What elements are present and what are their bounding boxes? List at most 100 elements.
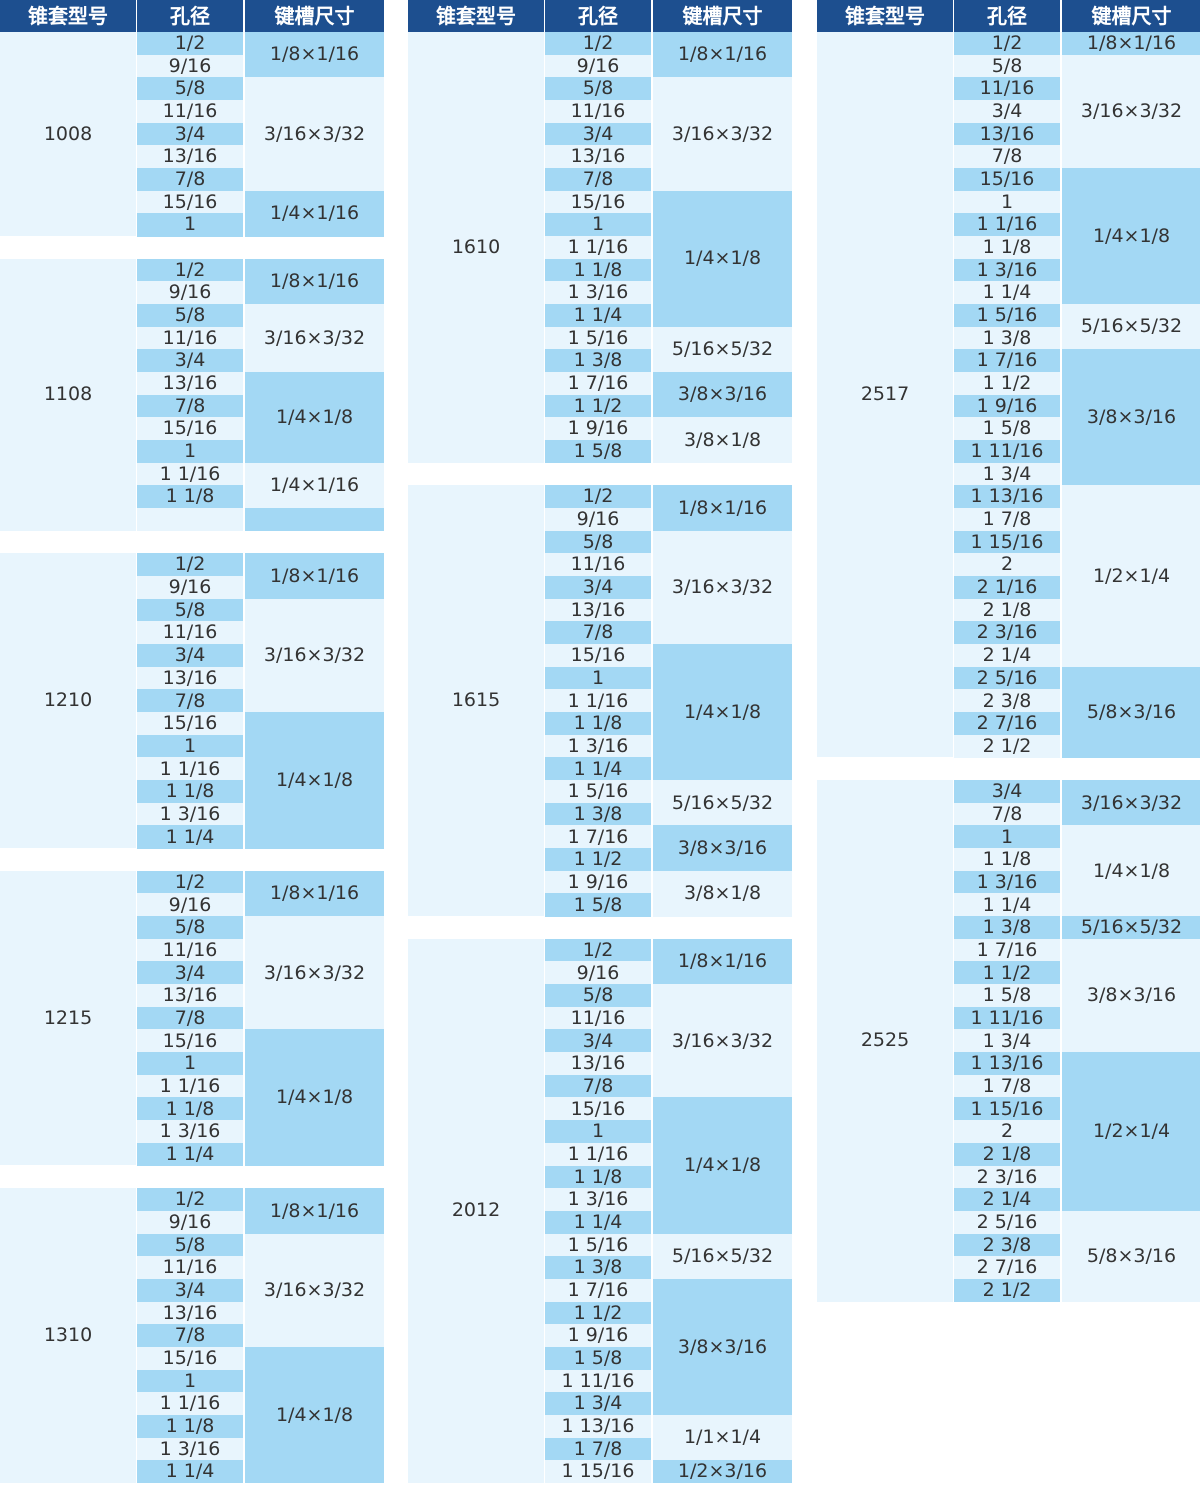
- bushing-model: 1108: [0, 258, 136, 531]
- bore-size: 5/8: [137, 1233, 243, 1257]
- keyway-size: 1/8×1/16: [245, 258, 384, 305]
- keyway-size: 1/4×1/8: [1062, 168, 1200, 305]
- bore-size: 9/16: [137, 54, 243, 78]
- bushing-model: 1210: [0, 553, 136, 849]
- bore-size: 3/4: [137, 1278, 243, 1302]
- bore-size: 13/16: [545, 145, 651, 169]
- bore-size: 1 3/16: [545, 1188, 651, 1212]
- bore-size: 1 13/16: [954, 1052, 1060, 1076]
- keyway-size: 3/8×3/16: [1062, 938, 1200, 1053]
- bore-size: 1 1/16: [137, 757, 243, 781]
- header-model: 锥套型号: [817, 0, 953, 32]
- bore-size: 1 1/4: [545, 1210, 651, 1234]
- bore-size: 1 5/8: [545, 893, 651, 917]
- bore-size: 1 3/4: [954, 1029, 1060, 1053]
- bore-size: 1: [137, 1052, 243, 1076]
- keyway-size: 1/8×1/16: [245, 1188, 384, 1234]
- bore-size: 1 9/16: [545, 417, 651, 441]
- bore-size: 1: [545, 213, 651, 237]
- bore-size: 1 1/8: [954, 848, 1060, 872]
- keyway-size: 1/8×1/16: [1062, 32, 1200, 56]
- bore-size: 1 3/16: [137, 1437, 243, 1461]
- bore-size: 2 5/16: [954, 1210, 1060, 1234]
- header-model: 锥套型号: [408, 0, 544, 32]
- bore-size: 13/16: [545, 598, 651, 622]
- bore-size: 2 3/16: [954, 1165, 1060, 1189]
- bore-size: 1 9/16: [545, 1324, 651, 1348]
- bore-size: 1 1/4: [954, 893, 1060, 917]
- bore-size: 1: [137, 213, 243, 237]
- bore-size: 5/8: [137, 77, 243, 101]
- bore-size: 1 13/16: [545, 1414, 651, 1439]
- keyway-size: 5/16×5/32: [653, 1233, 792, 1280]
- bore-size: 3/4: [954, 780, 1060, 804]
- keyway-size: 5/8×3/16: [1062, 1210, 1200, 1302]
- bore-size: 1 1/16: [137, 1392, 243, 1416]
- bore-size: 2 3/8: [954, 689, 1060, 713]
- bushing-model: 1310: [0, 1188, 136, 1483]
- bore-size: 1 1/4: [545, 757, 651, 781]
- bore-size: 1 7/16: [954, 938, 1060, 962]
- bore-size: 1 1/16: [137, 1074, 243, 1098]
- bore-size: 1 5/16: [954, 304, 1060, 328]
- keyway-size: 1/4×1/8: [245, 1346, 384, 1484]
- bore-size: 1 1/16: [954, 213, 1060, 237]
- keyway-size: 3/8×3/16: [1062, 349, 1200, 486]
- bore-size: 9/16: [137, 576, 243, 600]
- bore-size: 5/8: [545, 77, 651, 101]
- bore-size: 3/4: [545, 122, 651, 146]
- bore-size: 1 13/16: [954, 485, 1060, 509]
- bore-size: 13/16: [137, 372, 243, 396]
- bore-size: 5/8: [545, 984, 651, 1008]
- bore-size: 15/16: [545, 1097, 651, 1121]
- bore-size: 1 3/8: [545, 1256, 651, 1280]
- bore-size: 2 5/16: [954, 666, 1060, 690]
- bore-size: 1 1/2: [545, 1301, 651, 1325]
- bore-size: 1 3/4: [954, 462, 1060, 486]
- bore-size: 15/16: [954, 168, 1060, 192]
- keyway-size: 1/4×1/8: [653, 190, 792, 328]
- bore-size: 1 9/16: [545, 870, 651, 894]
- bushing-model: 1008: [0, 32, 136, 237]
- keyway-size: 1/4×1/8: [245, 1029, 384, 1166]
- bore-size: 2 1/2: [954, 1278, 1060, 1302]
- bore-size: 7/8: [137, 689, 243, 713]
- bore-size: 1 3/8: [954, 916, 1060, 940]
- keyway-size: 5/16×5/32: [653, 326, 792, 373]
- bore-size: 1 1/8: [137, 1097, 243, 1121]
- header-model: 锥套型号: [0, 0, 136, 32]
- header-keyway: 键槽尺寸: [245, 0, 384, 32]
- bore-size: 1 15/16: [545, 1460, 651, 1484]
- bushing-model: 2012: [408, 938, 544, 1483]
- keyway-size: 3/16×3/32: [653, 530, 792, 645]
- bore-size: 15/16: [137, 1346, 243, 1371]
- bore-size: 1 11/16: [954, 1006, 1060, 1030]
- keyway-size: 1/2×3/16: [653, 1460, 792, 1484]
- bushing-model: 2517: [817, 32, 953, 758]
- bore-size: 2 3/8: [954, 1233, 1060, 1257]
- keyway-size: 5/16×5/32: [653, 780, 792, 826]
- bore-size: 15/16: [137, 1029, 243, 1053]
- keyway-size: 1/8×1/16: [653, 32, 792, 78]
- bore-size: 2 1/4: [954, 1188, 1060, 1212]
- bore-size: 1 5/8: [545, 440, 651, 464]
- bore-size: 1 1/16: [137, 462, 243, 486]
- bushing-model: 1215: [0, 870, 136, 1166]
- keyway-size: 1/8×1/16: [245, 32, 384, 78]
- bore-size: 1/2: [137, 32, 243, 56]
- keyway-size: 3/16×3/32: [1062, 780, 1200, 826]
- bore-size: 1 3/16: [954, 258, 1060, 282]
- bore-size: 1/2: [137, 870, 243, 894]
- bore-size: 2: [954, 1120, 1060, 1144]
- bore-size: 1 1/8: [137, 1414, 243, 1439]
- bore-size: 2 7/16: [954, 1256, 1060, 1280]
- bore-size: 15/16: [545, 190, 651, 214]
- bushing-model: 2525: [817, 780, 953, 1302]
- bore-size: 1 3/8: [954, 326, 1060, 350]
- bushing-model: 1610: [408, 32, 544, 463]
- bore-size: 11/16: [137, 621, 243, 645]
- bore-size: 7/8: [545, 1074, 651, 1098]
- bore-size: 1: [137, 734, 243, 758]
- header-keyway: 键槽尺寸: [1062, 0, 1200, 32]
- keyway-size: 3/8×1/8: [653, 417, 792, 464]
